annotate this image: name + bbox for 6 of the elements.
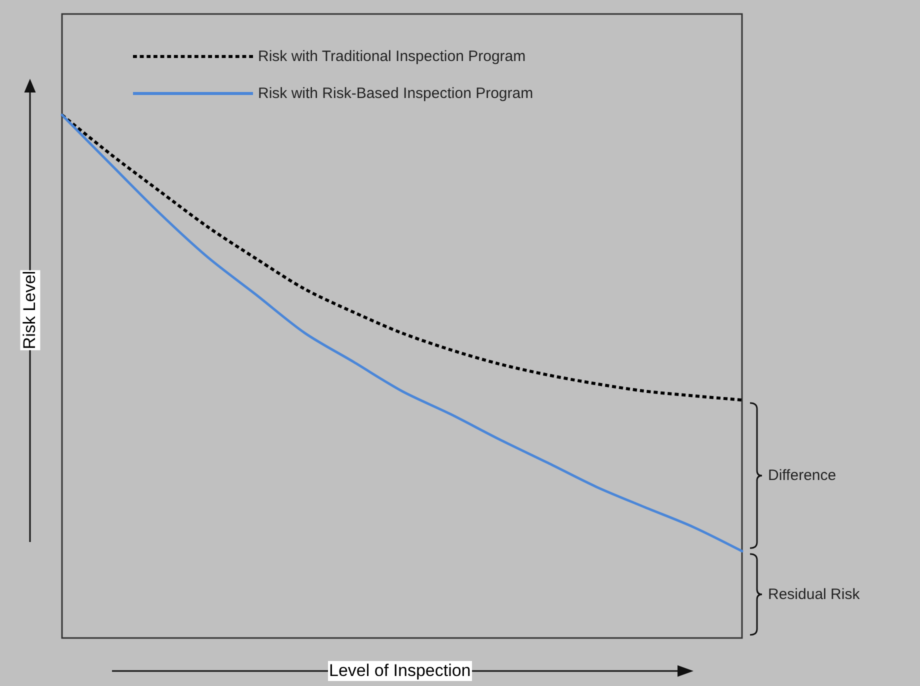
legend-label: Risk with Traditional Inspection Program bbox=[258, 48, 526, 65]
x-axis-title: Level of Inspection bbox=[328, 661, 472, 681]
text: Residual Risk bbox=[768, 586, 860, 604]
legend-label: Risk with Risk-Based Inspection Program bbox=[258, 85, 534, 102]
text: Difference bbox=[768, 467, 836, 484]
y-axis-title: Risk Level bbox=[20, 270, 40, 350]
